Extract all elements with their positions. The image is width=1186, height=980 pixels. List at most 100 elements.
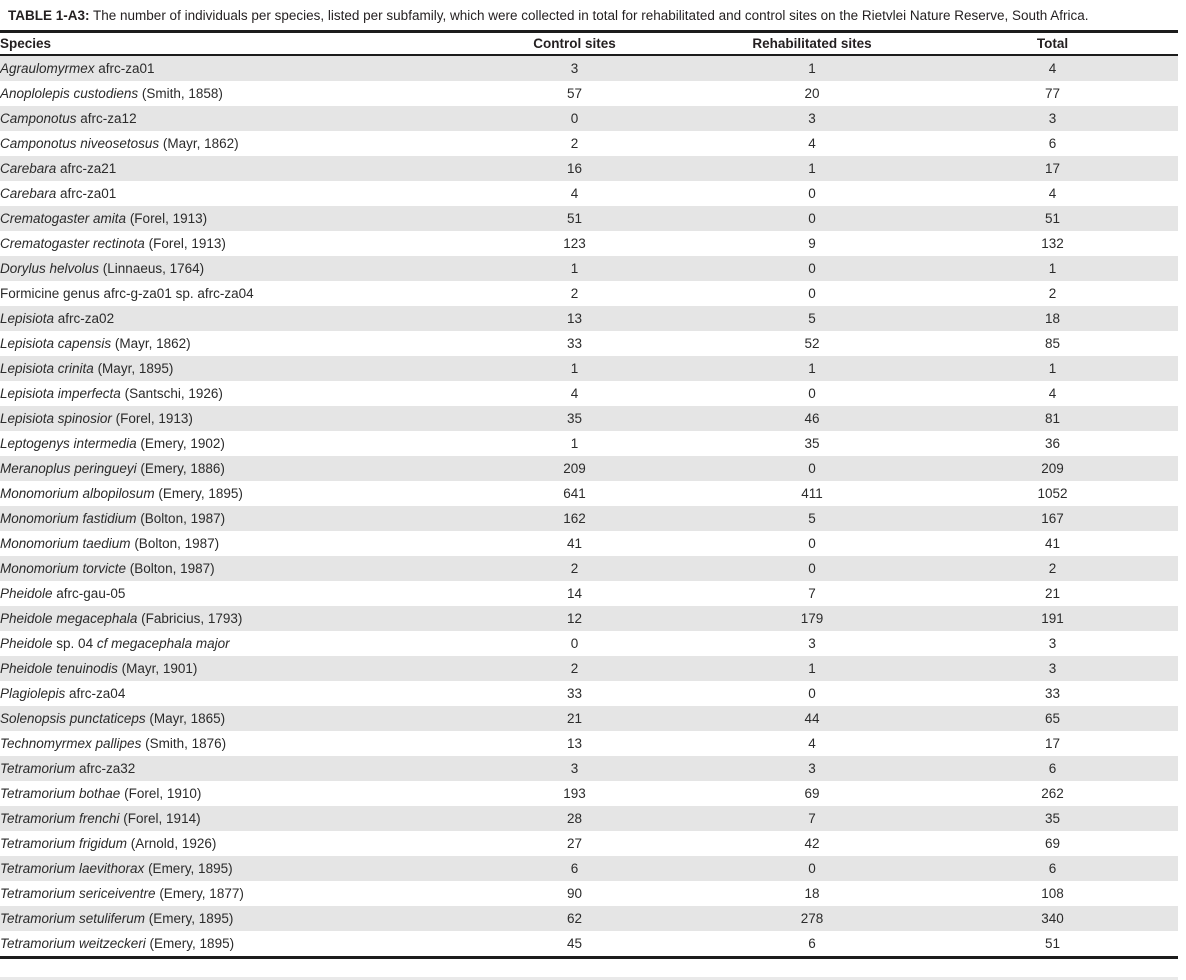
table-header: Species Control sites Rehabilitated site… xyxy=(0,31,1178,56)
species-name-roman: (Arnold, 1926) xyxy=(127,835,217,851)
rehabilitated-sites-cell: 3 xyxy=(808,635,816,651)
total-cell: 167 xyxy=(1041,510,1064,526)
control-sites-cell: 33 xyxy=(566,685,583,701)
rehabilitated-sites-cell: 3 xyxy=(808,110,816,126)
control-sites-cell: 0 xyxy=(570,635,579,651)
total-cell: 51 xyxy=(1044,935,1061,951)
control-sites-cell: 41 xyxy=(566,535,583,551)
species-name-roman: (Forel, 1910) xyxy=(120,785,202,801)
control-sites-cell: 6 xyxy=(570,860,579,876)
table-row: Monomorium fastidium (Bolton, 1987) 162 5 1… xyxy=(0,505,1178,531)
species-name-italic: Lepisiota capensis xyxy=(0,335,112,351)
species-name-italic: Pheidole xyxy=(0,635,53,651)
species-name-italic: Tetramorium laevithorax xyxy=(0,860,145,876)
rehabilitated-sites-cell: 0 xyxy=(808,385,816,401)
rehabilitated-sites-cell: 0 xyxy=(808,460,816,476)
control-sites-cell: 35 xyxy=(566,410,583,426)
species-cell: Tetramorium frenchi (Forel, 1914) xyxy=(0,806,452,831)
control-sites-cell: 1 xyxy=(570,435,579,451)
species-name-roman: (Emery, 1902) xyxy=(136,435,225,451)
control-sites-cell: 62 xyxy=(566,910,583,926)
species-name-roman: (Mayr, 1862) xyxy=(111,335,191,351)
total-cell: 65 xyxy=(1044,710,1061,726)
rehabilitated-sites-cell: 0 xyxy=(808,535,816,551)
species-cell: Tetramorium sericeiventre (Emery, 1877) xyxy=(0,881,452,906)
species-name-italic: Crematogaster rectinota xyxy=(0,235,145,251)
species-name-roman: (Santschi, 1926) xyxy=(120,385,223,401)
total-cell: 85 xyxy=(1044,335,1061,351)
species-name-roman: (Fabricius, 1793) xyxy=(137,610,243,626)
species-cell: Monomorium albopilosum (Emery, 1895) xyxy=(0,481,452,506)
species-name-italic: Anoplolepis custodiens xyxy=(0,85,139,101)
table-row: Anoplolepis custodiens (Smith, 1858) 57 20… xyxy=(0,80,1178,106)
total-cell: 2 xyxy=(1048,560,1057,576)
rehabilitated-sites-cell: 0 xyxy=(808,685,816,701)
rehabilitated-sites-cell: 4 xyxy=(808,735,816,751)
table-row: Tetramorium frigidum (Arnold, 1926) 27 42 6… xyxy=(0,830,1178,856)
table-row: Formicine genus afrc-g-za01 sp. afrc-za0… xyxy=(0,280,1178,306)
table-row: Monomorium taedium (Bolton, 1987) 41 0 41 xyxy=(0,530,1178,556)
rehabilitated-sites-cell: 1 xyxy=(808,160,816,176)
total-cell: 1 xyxy=(1048,260,1057,276)
column-header-control-sites: Control sites xyxy=(452,31,697,56)
control-sites-cell: 13 xyxy=(566,735,583,751)
species-name-italic: Dorylus helvolus xyxy=(0,260,100,276)
rehabilitated-sites-cell: 0 xyxy=(808,260,816,276)
species-cell: Carebara afrc-za21 xyxy=(0,156,452,181)
species-name-roman: (Emery, 1895) xyxy=(145,935,235,951)
species-cell: Plagiolepis afrc-za04 xyxy=(0,681,452,706)
total-cell: 51 xyxy=(1044,210,1061,226)
species-cell: Dorylus helvolus (Linnaeus, 1764) xyxy=(0,256,452,281)
species-name-roman: afrc-za01 xyxy=(94,60,155,76)
rehabilitated-sites-cell: 5 xyxy=(808,510,816,526)
species-name-roman: (Bolton, 1987) xyxy=(126,560,215,576)
species-name-roman: (Smith, 1858) xyxy=(138,85,223,101)
species-cell: Pheidole sp. 04 cf megacephala major xyxy=(0,631,452,656)
total-cell: 69 xyxy=(1044,835,1061,851)
species-name-roman: (Mayr, 1865) xyxy=(145,710,226,726)
total-cell: 3 xyxy=(1048,635,1057,651)
total-cell: 35 xyxy=(1044,810,1061,826)
rehabilitated-sites-cell: 278 xyxy=(800,910,824,926)
species-cell: Tetramorium bothae (Forel, 1910) xyxy=(0,781,452,806)
species-name-italic: Crematogaster amita xyxy=(0,210,127,226)
species-name-roman: (Mayr, 1901) xyxy=(117,660,198,676)
table-row: Tetramorium bothae (Forel, 1910) 193 69 262 xyxy=(0,780,1178,806)
species-name-roman: (Forel, 1913) xyxy=(126,210,208,226)
table-row: Leptogenys intermedia (Emery, 1902) 1 35 36 xyxy=(0,430,1178,456)
table-row: Carebara afrc-za01 4 0 4 xyxy=(0,180,1178,206)
species-name-roman: (Smith, 1876) xyxy=(141,735,227,751)
rehabilitated-sites-cell: 0 xyxy=(808,860,816,876)
total-cell: 6 xyxy=(1048,760,1057,776)
total-cell: 1052 xyxy=(1037,485,1068,501)
species-cell: Pheidole megacephala (Fabricius, 1793) xyxy=(0,606,452,631)
total-cell: 132 xyxy=(1041,235,1064,251)
rehabilitated-sites-cell: 0 xyxy=(808,210,816,226)
table-row: Pheidole afrc-gau-05 14 7 21 xyxy=(0,580,1178,606)
species-name-italic: Lepisiota crinita xyxy=(0,360,94,376)
species-cell: Monomorium fastidium (Bolton, 1987) xyxy=(0,506,452,531)
table-row: Pheidole megacephala (Fabricius, 1793) 12… xyxy=(0,605,1178,631)
total-cell: 3 xyxy=(1048,110,1057,126)
table-row: Crematogaster rectinota (Forel, 1913) 123… xyxy=(0,230,1178,256)
total-cell: 3 xyxy=(1048,660,1057,676)
species-cell: Lepisiota crinita (Mayr, 1895) xyxy=(0,356,452,381)
species-cell: Crematogaster rectinota (Forel, 1913) xyxy=(0,231,452,256)
control-sites-cell: 45 xyxy=(566,935,583,951)
species-name-italic: Solenopsis punctaticeps xyxy=(0,710,146,726)
table-row: Tetramorium laevithorax (Emery, 1895) 6 0 6 xyxy=(0,855,1178,881)
table-row: Meranoplus peringueyi (Emery, 1886) 209 0 2… xyxy=(0,455,1178,481)
table-row: Agraulomyrmex afrc-za01 3 1 4 xyxy=(0,54,1178,81)
table-row: Lepisiota crinita (Mayr, 1895) 1 1 1 xyxy=(0,355,1178,381)
total-cell: 4 xyxy=(1048,185,1057,201)
species-name-roman: afrc-gau-05 xyxy=(52,585,126,601)
species-name-italic: Tetramorium xyxy=(0,760,76,776)
rehabilitated-sites-cell: 69 xyxy=(804,785,820,801)
rehabilitated-sites-cell: 6 xyxy=(808,935,816,951)
species-name-italic: Monomorium taedium xyxy=(0,535,131,551)
rehabilitated-sites-cell: 7 xyxy=(808,810,816,826)
species-name-italic: Pheidole tenuinodis xyxy=(0,660,118,676)
total-cell: 1 xyxy=(1048,360,1057,376)
table-row: Dorylus helvolus (Linnaeus, 1764) 1 0 1 xyxy=(0,255,1178,281)
rehabilitated-sites-cell: 42 xyxy=(804,835,820,851)
